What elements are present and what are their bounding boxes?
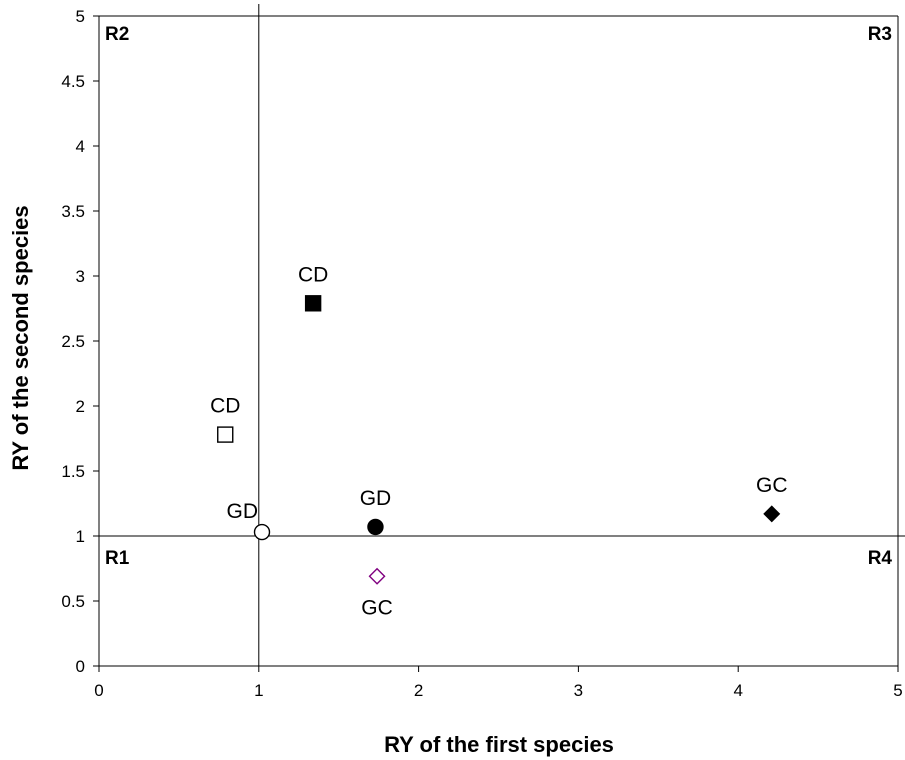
x-axis-title: RY of the first species bbox=[384, 732, 614, 757]
data-point-label: GC bbox=[756, 474, 788, 497]
data-point-label: CD bbox=[298, 263, 328, 286]
data-point-circle bbox=[367, 518, 384, 536]
y-tick-label: 0 bbox=[76, 657, 85, 676]
y-tick-label: 5 bbox=[76, 7, 85, 26]
plot-area: R1 R2 R3 R4 bbox=[99, 4, 905, 666]
y-tick-label: 2.5 bbox=[61, 332, 85, 351]
data-point-square bbox=[217, 426, 234, 443]
x-tick-label: 4 bbox=[733, 681, 742, 700]
y-axis-title: RY of the second species bbox=[8, 205, 33, 470]
region-label-r2: R2 bbox=[105, 24, 129, 45]
data-point-circle bbox=[253, 523, 271, 541]
data-point-diamond bbox=[763, 505, 781, 523]
region-label-r3: R3 bbox=[868, 24, 892, 45]
data-point-label: GD bbox=[360, 487, 392, 510]
region-label-r4: R4 bbox=[868, 548, 893, 569]
y-tick-label: 3.5 bbox=[61, 202, 85, 221]
data-point-label: GC bbox=[361, 596, 393, 619]
data-point-label: CD bbox=[210, 395, 240, 418]
x-tick-label: 1 bbox=[254, 681, 263, 700]
y-tick-label: 1 bbox=[76, 527, 85, 546]
y-tick-label: 2 bbox=[76, 397, 85, 416]
x-tick-label: 2 bbox=[414, 681, 423, 700]
y-tick-label: 0.5 bbox=[61, 592, 85, 611]
data-point-label: GD bbox=[226, 500, 258, 523]
y-tick-label: 4.5 bbox=[61, 72, 85, 91]
x-tick-label: 3 bbox=[574, 681, 583, 700]
region-label-r1: R1 bbox=[105, 548, 130, 569]
y-tick-label: 4 bbox=[76, 137, 85, 156]
data-points: CD CD GD GD GC GC bbox=[210, 263, 787, 619]
x-tick-label: 0 bbox=[94, 681, 103, 700]
data-point-diamond bbox=[368, 567, 386, 585]
y-tick-label: 1.5 bbox=[61, 462, 85, 481]
data-point-square bbox=[304, 295, 322, 312]
y-tick-label: 3 bbox=[76, 267, 85, 286]
x-tick-label: 5 bbox=[893, 681, 902, 700]
axes: 0 1 2 3 4 5 0 0.5 1 1.5 2 2.5 3 3.5 4 4.5 5 bbox=[61, 7, 902, 700]
